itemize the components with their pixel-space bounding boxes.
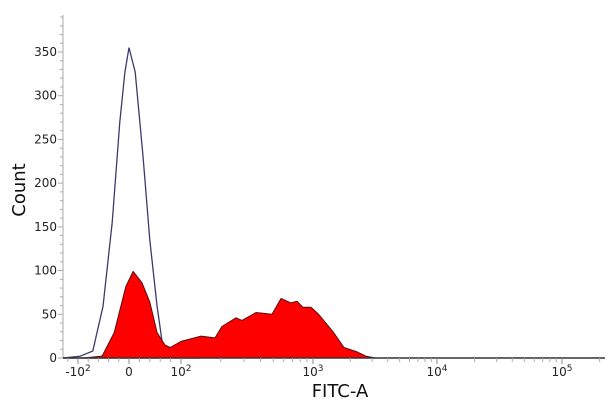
x-tick-label: 104 — [426, 364, 447, 379]
y-tick-label: 50 — [42, 307, 57, 321]
y-axis-label: Count — [9, 163, 30, 216]
x-tick-label: -102 — [65, 364, 90, 379]
x-tick-label: 105 — [551, 364, 572, 379]
y-tick-label: 300 — [34, 89, 57, 103]
y-tick-label: 250 — [34, 132, 57, 146]
y-tick-label: 350 — [34, 45, 57, 59]
x-tick-label: 0 — [125, 365, 133, 379]
plot-area — [62, 47, 377, 359]
y-tick-label: 100 — [34, 264, 57, 278]
axes: 0 50 100 150 200 250 300 350 -102 0 102 103 104 105 — [34, 15, 605, 379]
x-tick-label: 102 — [170, 364, 191, 379]
x-axis-label: FITC-A — [312, 381, 369, 402]
y-tick-label: 0 — [49, 351, 57, 365]
y-tick-label: 200 — [34, 176, 57, 190]
series-filled-area — [82, 270, 377, 359]
y-tick-label: 150 — [34, 220, 57, 234]
x-tick-label: 103 — [302, 364, 323, 379]
